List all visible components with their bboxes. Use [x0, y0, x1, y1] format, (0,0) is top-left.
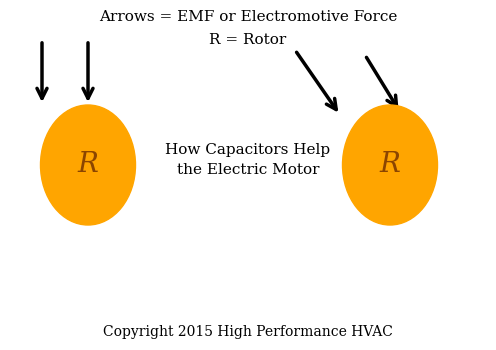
Text: R: R — [379, 152, 400, 178]
Text: Arrows = EMF or Electromotive Force: Arrows = EMF or Electromotive Force — [99, 10, 397, 24]
Text: R: R — [77, 152, 98, 178]
Ellipse shape — [41, 105, 135, 225]
Text: R = Rotor: R = Rotor — [209, 33, 287, 47]
Ellipse shape — [343, 105, 437, 225]
Text: How Capacitors Help
the Electric Motor: How Capacitors Help the Electric Motor — [166, 143, 330, 177]
Text: Copyright 2015 High Performance HVAC: Copyright 2015 High Performance HVAC — [103, 325, 393, 339]
